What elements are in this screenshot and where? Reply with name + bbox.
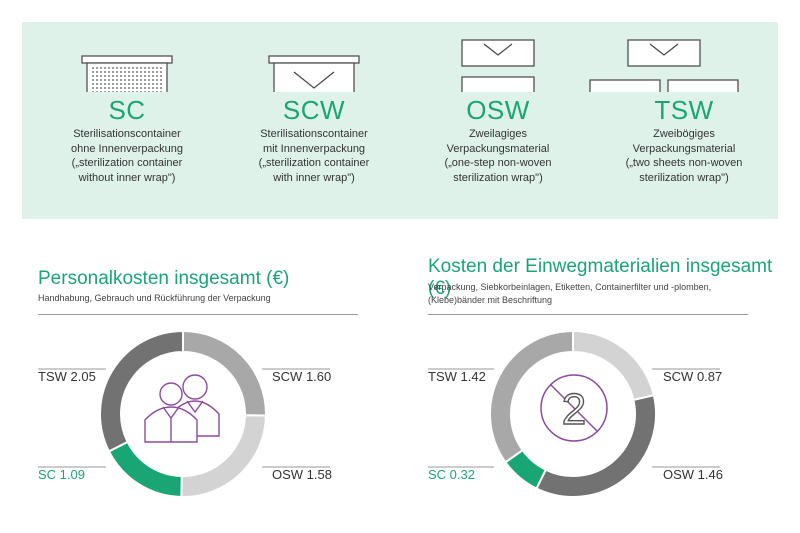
packaging-description: Zweilagiges Verpackungsmaterial („one-st… bbox=[444, 128, 552, 184]
packaging-abbr: SC bbox=[108, 95, 146, 125]
packaging-abbr: SCW bbox=[282, 95, 346, 125]
center-number: 2 bbox=[562, 385, 586, 434]
disposable-cost-donut-chart: 2 bbox=[428, 329, 720, 498]
packaging-tsw: TSW Zweibögiges Verpackungsmaterial („tw… bbox=[589, 22, 774, 185]
envelope-two-sheets-icon bbox=[589, 39, 739, 92]
packaging-osw: OSW Zweilagiges Verpackungsmaterial („on… bbox=[408, 22, 588, 185]
people-icon bbox=[144, 374, 220, 443]
packaging-sc: SC Sterilisationscontainer ohne Innenver… bbox=[37, 22, 217, 185]
divider bbox=[38, 314, 358, 315]
packaging-description: Sterilisationscontainer mit Innenverpack… bbox=[258, 128, 370, 184]
slice-label-sc: SC 1.09 bbox=[38, 467, 85, 482]
slice-label-tsw: TSW 1.42 bbox=[428, 369, 486, 384]
packaging-description: Sterilisationscontainer ohne Innenverpac… bbox=[71, 128, 183, 184]
chart-title: Personalkosten insgesamt (€) bbox=[38, 268, 290, 289]
slice-label-scw: SCW 1.60 bbox=[272, 369, 332, 384]
container-wrap-icon bbox=[268, 55, 360, 92]
packaging-abbr: TSW bbox=[654, 95, 714, 125]
slice-label-osw: OSW 1.46 bbox=[663, 467, 723, 482]
chart-subtitle: Handhabung, Gebrauch und Rückführung der… bbox=[38, 293, 271, 303]
divider bbox=[428, 314, 748, 315]
packaging-scw: SCW Sterilisationscontainer mit Innenver… bbox=[224, 22, 404, 185]
packaging-abbr: OSW bbox=[466, 95, 530, 125]
envelope-single-sheet-icon bbox=[461, 39, 535, 92]
donut-slice-osw bbox=[535, 394, 657, 498]
slice-label-tsw: TSW 2.05 bbox=[38, 369, 96, 384]
packaging-description: Zweibögiges Verpackungsmaterial („two sh… bbox=[625, 128, 743, 184]
personnel-cost-donut-chart bbox=[38, 329, 330, 499]
no-reuse-icon: 2 bbox=[540, 374, 608, 442]
donut-slice-tsw bbox=[489, 329, 574, 464]
chart-title: Kosten der Einwegmaterialien insgesamt (… bbox=[428, 256, 773, 299]
chart-subtitle: Verpackung, Siebkorbeinlagen, Etiketten,… bbox=[428, 282, 712, 305]
packaging-panel: SC Sterilisationscontainer ohne Innenver… bbox=[22, 22, 778, 219]
donut-slice-sc bbox=[107, 440, 183, 499]
slice-label-sc: SC 0.32 bbox=[428, 467, 475, 482]
container-dotted-icon bbox=[81, 55, 173, 92]
slice-label-scw: SCW 0.87 bbox=[663, 369, 723, 384]
donut-slice-tsw bbox=[99, 329, 184, 453]
slice-label-osw: OSW 1.58 bbox=[272, 467, 332, 482]
